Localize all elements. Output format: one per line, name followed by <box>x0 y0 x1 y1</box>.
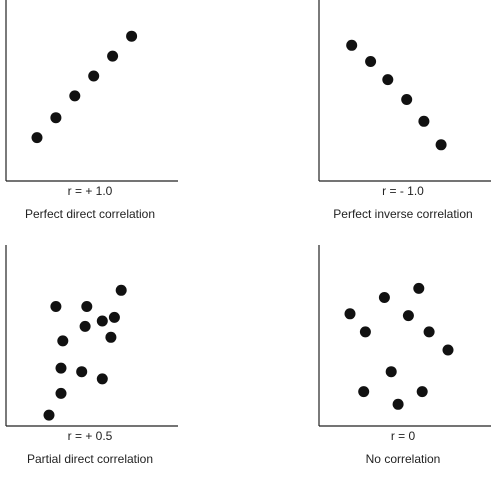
data-point <box>79 320 91 332</box>
r-label: r = + 0.5 <box>67 429 113 443</box>
data-point <box>359 326 371 338</box>
chart-caption: No correlation <box>365 452 441 466</box>
data-point <box>344 308 356 320</box>
r-label: r = + 1.0 <box>67 184 113 198</box>
data-point <box>401 94 413 105</box>
data-point <box>346 39 358 51</box>
data-point <box>81 301 93 312</box>
data-point <box>365 56 377 67</box>
data-point <box>126 30 138 42</box>
r-label: r = - 1.0 <box>382 184 424 198</box>
scatter-plot <box>5 0 178 182</box>
r-label: r = 0 <box>390 429 416 443</box>
data-point <box>55 387 67 399</box>
chart-perfect-inverse: r = - 1.0 Perfect inverse correlation <box>313 0 500 233</box>
data-point <box>57 335 69 347</box>
point-group <box>344 282 454 410</box>
data-point <box>50 301 62 312</box>
scatter-plot <box>5 245 178 427</box>
data-point <box>382 74 394 86</box>
data-point <box>385 366 397 378</box>
data-point <box>96 373 108 385</box>
chart-caption: Perfect direct correlation <box>24 207 156 221</box>
data-point <box>423 326 435 338</box>
data-point <box>442 344 454 356</box>
point-group <box>31 30 138 144</box>
data-point <box>107 50 119 62</box>
data-point <box>418 115 430 127</box>
scatter-plot <box>318 0 491 182</box>
data-point <box>50 112 62 124</box>
data-point <box>413 282 425 294</box>
chart-caption: Perfect inverse correlation <box>333 207 473 221</box>
data-point <box>378 292 390 303</box>
data-point <box>43 409 55 421</box>
data-point <box>88 70 100 82</box>
data-point <box>76 366 88 378</box>
data-point <box>96 315 108 327</box>
data-point <box>108 311 120 323</box>
data-point <box>115 284 127 296</box>
data-point <box>435 139 447 151</box>
data-point <box>105 331 117 343</box>
point-group <box>43 284 127 421</box>
chart-no-correlation: r = 0 No correlation <box>313 245 500 478</box>
chart-partial-direct: r = + 0.5 Partial direct correlation <box>0 245 250 478</box>
data-point <box>55 362 67 374</box>
data-point <box>31 132 43 144</box>
data-point <box>416 386 428 398</box>
data-point <box>402 310 414 322</box>
data-point <box>358 386 370 398</box>
point-group <box>346 39 447 151</box>
data-point <box>392 398 404 410</box>
chart-caption: Partial direct correlation <box>26 452 154 466</box>
scatter-plot <box>318 245 491 427</box>
chart-perfect-direct: r = + 1.0 Perfect direct correlation <box>0 0 250 233</box>
data-point <box>69 90 81 102</box>
